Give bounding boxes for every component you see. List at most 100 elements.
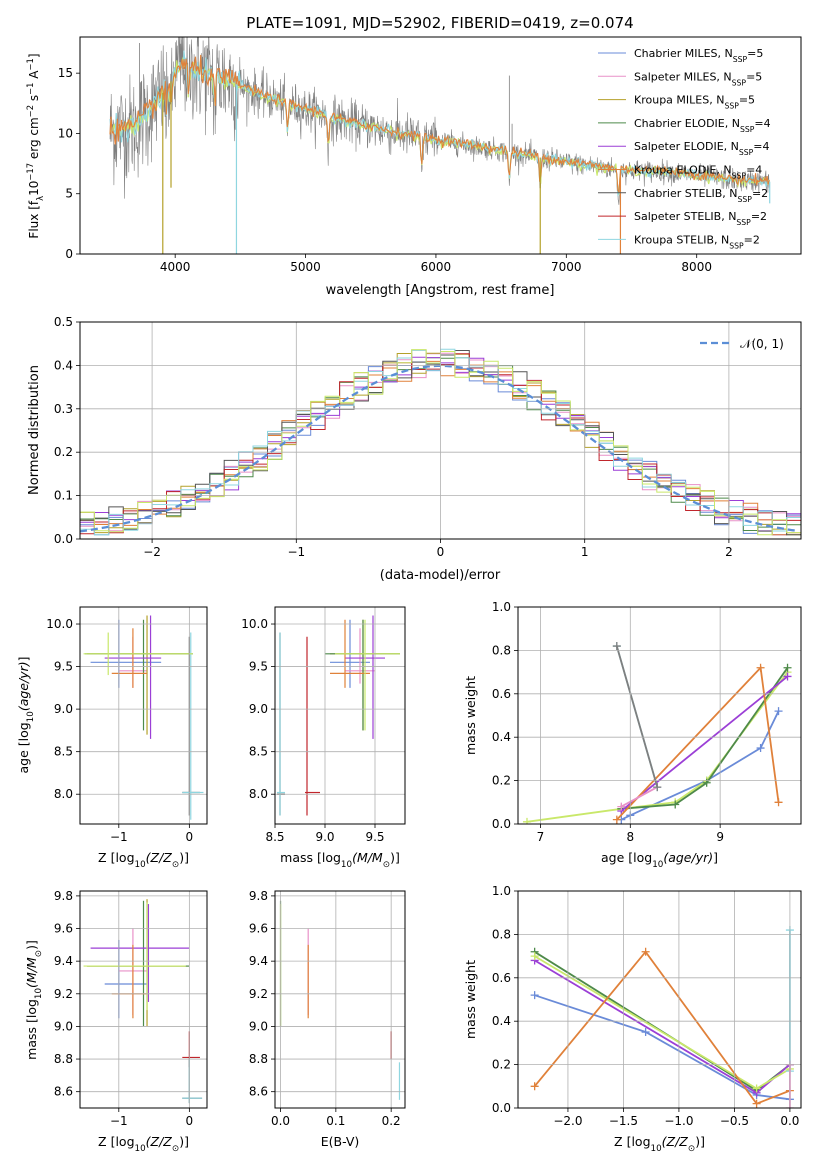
wAge-ytick-label: 0.4 (492, 730, 511, 744)
spectrum-plot (109, 37, 771, 254)
ageMass-ytick-label: 8.0 (249, 787, 268, 801)
massZ-ytick-label: 9.0 (54, 1019, 73, 1033)
legend-label-part: SSP (724, 101, 739, 110)
spectrum-ytick-label: 5 (65, 187, 73, 201)
legend-label: Salpeter MILES, NSSP=5 (634, 70, 762, 87)
ageZ-ytick-label: 9.0 (54, 702, 73, 716)
spectrum-ylabel-part: 10 (27, 181, 41, 196)
legend-label: Chabrier MILES, NSSP=5 (634, 47, 763, 64)
wAge: 7 8 9 0.0 0.2 0.4 0.6 0.8 1.0 age [log10(age/yr)]… (463, 600, 802, 870)
ageMass-xlabel-part: 10 (341, 860, 352, 870)
ageMass-plot (277, 615, 400, 816)
wAge-xlabel-part: 10 (652, 860, 663, 870)
wZ-ytick-label: 1.0 (492, 884, 511, 898)
hist-xtick-label: −1 (287, 545, 305, 559)
ageMass-xtick-label: 9.0 (315, 830, 334, 844)
legend-label: Kroupa ELODIE, NSSP=4 (634, 164, 762, 181)
ageZ-xlabel-part: Z [log (98, 850, 134, 865)
figure-title: PLATE=1091, MJD=52902, FIBERID=0419, z=0… (246, 14, 633, 32)
legend-label-part: =4 (753, 140, 769, 153)
wAge-ytick-label: 0.0 (492, 817, 511, 831)
legend-label-part: SSP (733, 55, 748, 64)
wZ-ytick-label: 0.2 (492, 1058, 511, 1072)
wZ-series-point (530, 1082, 539, 1091)
legend-label: Salpeter ELODIE, NSSP=4 (634, 140, 770, 157)
ageZ-ytick-label: 9.5 (54, 660, 73, 674)
ageMass-xtick-label: 9.5 (365, 830, 384, 844)
legend-label-part: SSP (739, 148, 754, 157)
wAge-frame (517, 606, 802, 825)
massZ-xtick-label: −1 (110, 1114, 128, 1128)
wAge-ytick-label: 0.8 (492, 643, 511, 657)
wZ-xlabel-part: )] (695, 1134, 705, 1149)
ageZ-plot (83, 615, 204, 820)
massEBV-ytick-label: 9.2 (249, 987, 268, 1001)
wZ-xtick-label: 0.0 (780, 1114, 799, 1128)
wZ-ytick-label: 0.4 (492, 1014, 511, 1028)
ageZ-xlabel-part: ⊙ (172, 860, 179, 870)
hist-gaussian-line (80, 364, 799, 533)
hist: −2 −1 0 1 2 0.0 0.1 0.2 0.3 0.4 0.5 𝒩(0, 1) (data-mo… (27, 315, 802, 583)
wAge-series-point (671, 800, 680, 809)
wZ-xlabel-part: (Z/Z (662, 1134, 689, 1149)
wAge-series-point (783, 663, 792, 672)
spectrum-ylabel-part: Flux [f (27, 200, 41, 238)
legend-label: Kroupa MILES, NSSP=5 (634, 94, 755, 111)
legend-label-part: =2 (751, 210, 767, 223)
wZ-series-point (530, 952, 539, 961)
legend-label-part: =2 (752, 187, 768, 200)
spectrum-xlabel: wavelength [Angstrom, rest frame] (326, 283, 555, 298)
massEBV-xtick-label: 0.1 (326, 1114, 345, 1128)
hist-ytick-label: 0.2 (54, 445, 73, 459)
spectrum-xtick-label: 6000 (421, 260, 452, 274)
wAge-series-line (620, 710, 780, 821)
hist-ytick-label: 0.1 (54, 489, 73, 503)
spectrum-ylabel-part: A (27, 70, 41, 83)
wAge-xlabel-part: ] (713, 850, 718, 865)
ageZ-ylabel-part: 10 (26, 711, 36, 722)
massZ-xlabel-part: (Z/Z (146, 1134, 173, 1149)
spectrum-ylabel-part: s (27, 95, 41, 105)
spectrum-ylabel: Flux [fλ10−17 erg cm−2 s−1 A−1] (25, 53, 45, 238)
ageZ-frame (79, 606, 208, 825)
massZ: −1 08.68.89.09.29.49.69.8Z [log10(Z/Z⊙)]m… (24, 889, 208, 1154)
massEBV-xtick-label: 0.0 (271, 1114, 290, 1128)
legend-label-part: Kroupa MILES, N (634, 94, 724, 107)
spectrum-ytick-label: 15 (58, 66, 73, 80)
hist-xlabel: (data-model)/error (380, 568, 501, 583)
massZ-ytick-label: 8.6 (54, 1085, 73, 1099)
massZ-xtick-label: 0 (186, 1114, 194, 1128)
legend-label-part: Chabrier MILES, N (634, 47, 733, 60)
wAge-xlabel-part: (age/yr) (663, 850, 713, 865)
massZ-ytick-label: 9.8 (54, 889, 73, 903)
massEBV-xtick-label: 0.2 (382, 1114, 401, 1128)
wZ-plot (530, 926, 794, 1108)
legend-label-part: Kroupa ELODIE, N (634, 164, 732, 177)
hist-xtick-label: −2 (143, 545, 161, 559)
wAge-series-point (774, 707, 783, 716)
wAge-plot (522, 642, 792, 824)
spectrum-xtick-label: 8000 (681, 260, 712, 274)
spectrum-model-line (109, 54, 770, 194)
ageMass-xtick-label: 8.5 (265, 830, 284, 844)
hist-ytick-label: 0.4 (54, 358, 73, 372)
massZ-ylabel-part: mass [log (24, 999, 39, 1060)
ageZ-xlabel-part: 10 (135, 860, 146, 870)
massZ-xlabel-part: ⊙ (172, 1144, 179, 1154)
wZ-series-point (752, 1099, 761, 1108)
massZ-frame (79, 890, 208, 1109)
legend-label-part: SSP (736, 218, 751, 227)
legend-label: Kroupa STELIB, NSSP=2 (634, 233, 760, 250)
ageMass: 8.5 9.0 9.5 8.0 8.5 9.0 9.5 10.0 mass [log10(M/M… (241, 606, 406, 870)
ageZ-xtick-label: 0 (186, 830, 194, 844)
hist-ytick-label: 0.3 (54, 402, 73, 416)
hist-xtick-label: 0 (437, 545, 445, 559)
legend-label-part: SSP (740, 124, 755, 133)
spectrum-ytick-label: 10 (58, 126, 73, 140)
ageZ-ylabel: age [log10(age/yr)] (16, 656, 36, 773)
wAge-series-point (756, 744, 765, 753)
legend-label-part: Kroupa STELIB, N (634, 233, 729, 246)
wAge-series-point (783, 672, 792, 681)
massEBV-ytick-label: 9.0 (249, 1019, 268, 1033)
